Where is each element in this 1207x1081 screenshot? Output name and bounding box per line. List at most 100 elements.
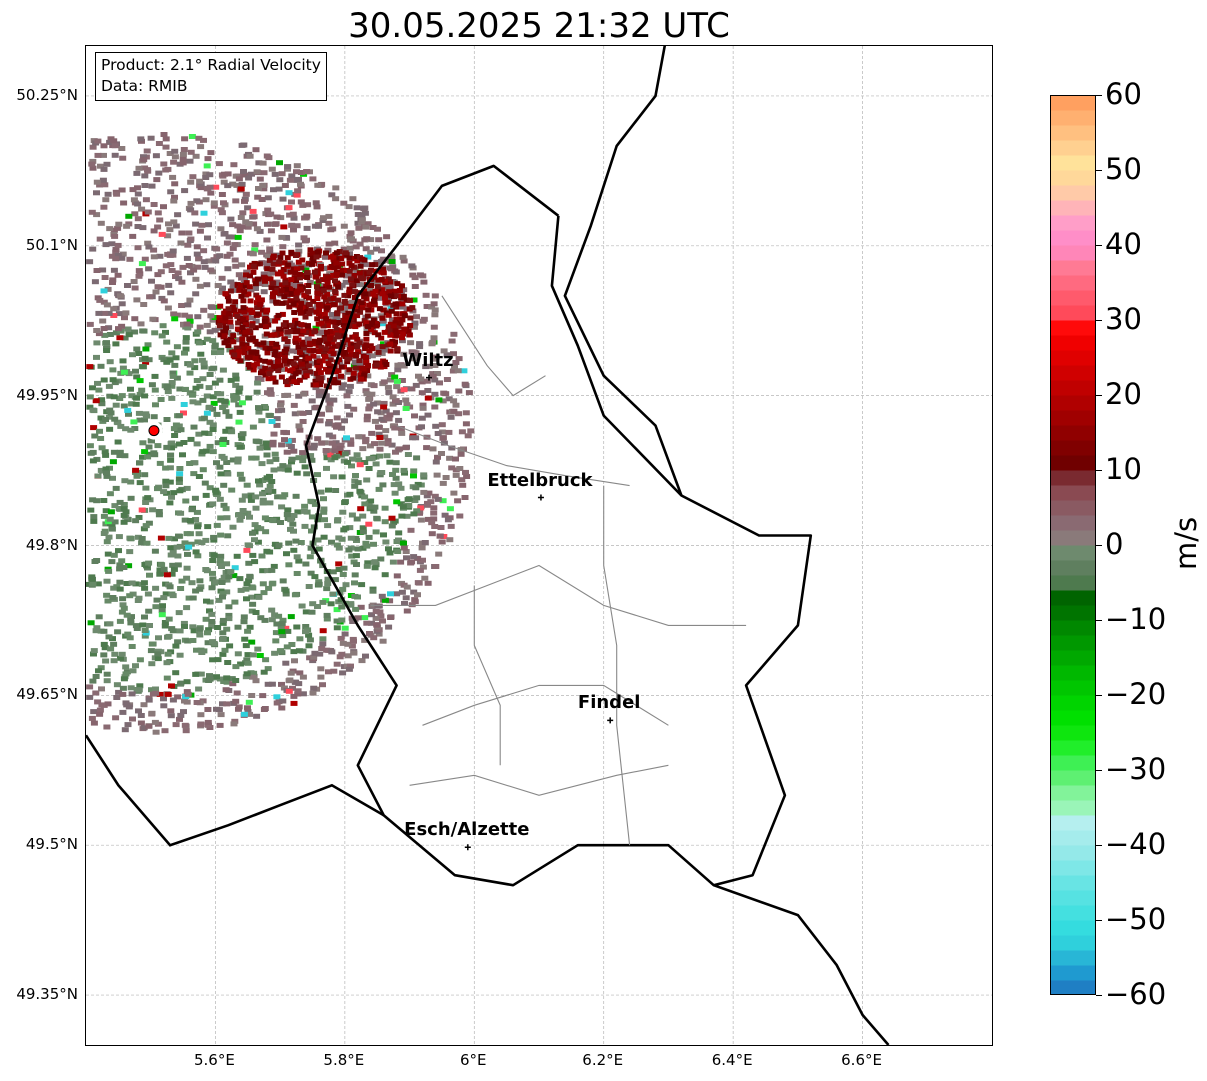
echo-cell [418, 379, 426, 385]
echo-cell [401, 313, 408, 319]
echo-cell [312, 200, 320, 206]
echo-cell [162, 465, 170, 471]
echo-cell [262, 440, 270, 446]
echo-cell [211, 342, 219, 348]
echo-cell [259, 307, 266, 313]
echo-cell [293, 284, 301, 290]
echo-cell [273, 299, 280, 305]
echo-cell [356, 241, 364, 247]
echo-cell [421, 575, 429, 581]
echo-cell [223, 325, 229, 331]
echo-cell [175, 476, 183, 482]
echo-cell [295, 176, 302, 182]
echo-cell [249, 208, 257, 214]
echo-cell [333, 250, 340, 256]
echo-cell [366, 631, 373, 636]
echo-cell [219, 405, 227, 410]
echo-cell [448, 338, 456, 344]
echo-cell [238, 224, 246, 230]
echo-cell [179, 160, 187, 166]
echo-cell [144, 591, 152, 597]
echo-cell [223, 577, 231, 583]
echo-cell [333, 350, 341, 356]
echo-cell [161, 728, 169, 734]
echo-cell [227, 569, 235, 575]
echo-cell [234, 313, 241, 319]
echo-cell [162, 329, 169, 335]
echo-cell [375, 631, 383, 637]
echo-cell [411, 320, 419, 326]
echo-cell [324, 280, 331, 286]
echo-cell [114, 439, 122, 445]
echo-cell [154, 284, 162, 290]
echo-cell [188, 507, 196, 513]
echo-cell [144, 168, 152, 174]
echo-cell [264, 350, 271, 356]
echo-cell [273, 214, 281, 220]
echo-cell [217, 397, 225, 403]
echo-cell [240, 348, 246, 354]
echo-cell [220, 502, 228, 508]
echo-cell [279, 196, 287, 202]
echo-cell [447, 414, 455, 420]
echo-cell [164, 389, 172, 395]
echo-cell [289, 348, 297, 354]
echo-cell [317, 370, 324, 376]
echo-cell [410, 468, 418, 474]
echo-cell [367, 249, 375, 255]
echo-cell [235, 353, 242, 359]
echo-cell [412, 485, 420, 491]
echo-cell [444, 517, 452, 523]
echo-cell [224, 471, 232, 477]
echo-cell [308, 609, 316, 615]
echo-cell [231, 599, 239, 605]
echo-cell [245, 560, 253, 566]
echo-cell [275, 368, 282, 374]
echo-cell [223, 460, 231, 465]
echo-cell [259, 581, 267, 587]
echo-cell [256, 228, 264, 234]
echo-cell [350, 638, 357, 644]
echo-cell [162, 478, 170, 484]
echo-cell [131, 285, 139, 291]
echo-cell [310, 298, 317, 304]
echo-cell [134, 224, 142, 229]
echo-cell [368, 430, 376, 436]
echo-cell [385, 312, 392, 318]
echo-cell [245, 345, 252, 351]
echo-cell [241, 289, 248, 295]
colorbar-band [1050, 530, 1096, 546]
echo-cell [246, 624, 254, 630]
map-canvas[interactable] [86, 46, 992, 1045]
echo-cell [322, 448, 330, 453]
echo-cell [312, 378, 319, 384]
echo-cell [358, 217, 366, 223]
echo-cell [380, 256, 388, 262]
echo-cell [375, 332, 382, 338]
echo-cell [293, 278, 299, 283]
echo-cell [231, 349, 238, 355]
echo-cell [315, 546, 323, 552]
echo-cell [256, 176, 264, 182]
echo-cell [103, 340, 110, 346]
colorbar-band [1050, 680, 1096, 696]
echo-cell [413, 314, 420, 320]
map-panel[interactable] [85, 45, 993, 1046]
echo-cell [335, 284, 342, 290]
echo-cell [310, 685, 318, 691]
echo-cell [169, 593, 177, 599]
lon-tick-label: 5.8°E [323, 1051, 365, 1069]
echo-cell [298, 322, 305, 328]
echo-cell [167, 713, 175, 719]
echo-cell [168, 380, 176, 385]
echo-cell [106, 359, 114, 365]
echo-cell [359, 513, 367, 519]
echo-cell [273, 422, 281, 428]
echo-cell [397, 559, 405, 565]
echo-cell [285, 190, 293, 196]
echo-cell [238, 293, 245, 299]
echo-cell [299, 458, 307, 464]
echo-cell [368, 324, 375, 330]
echo-cell [333, 607, 341, 613]
echo-cell [141, 633, 149, 639]
